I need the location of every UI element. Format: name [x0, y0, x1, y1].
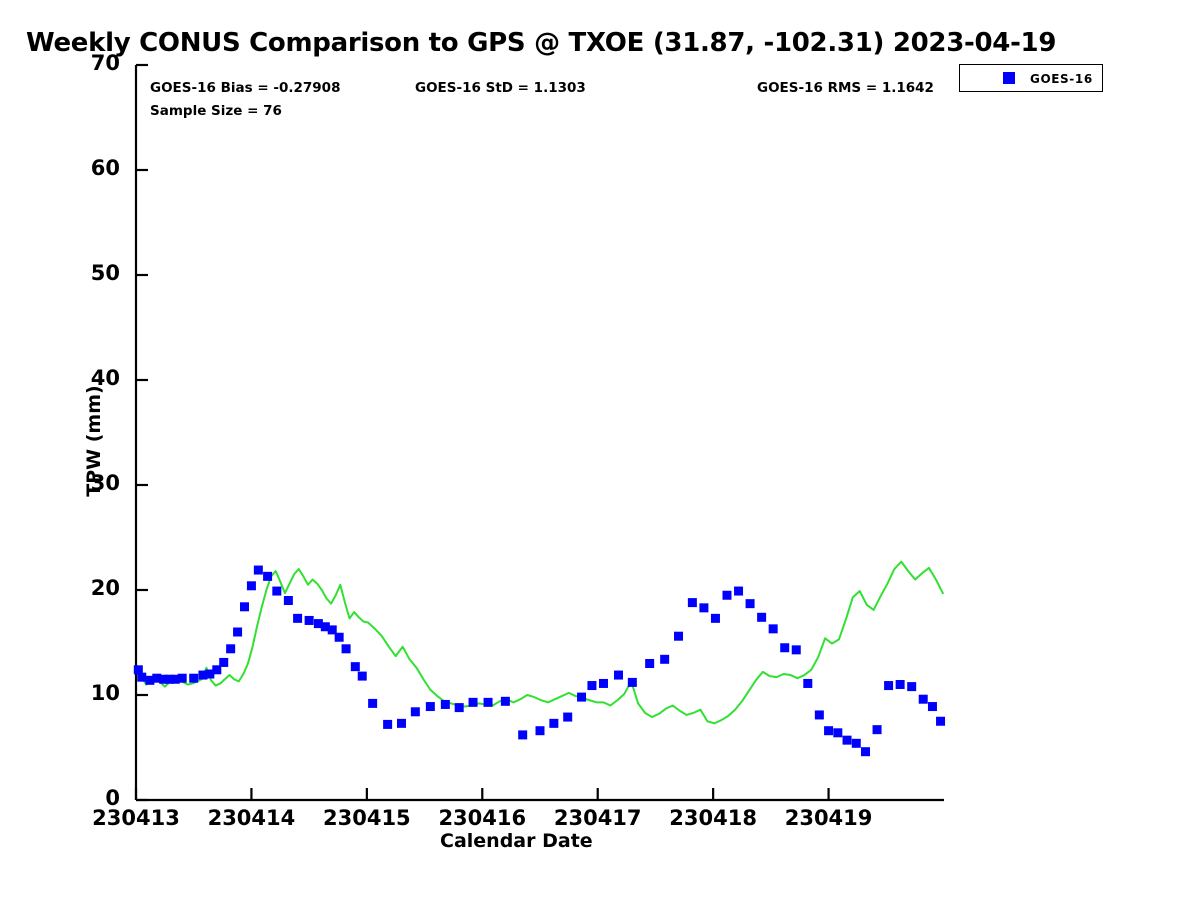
x-tick-label: 230413 [92, 806, 180, 830]
y-axis-ticks [136, 63, 148, 802]
x-axis-label: Calendar Date [440, 830, 593, 852]
y-tick-label: 60 [90, 156, 120, 180]
axis-lines [134, 65, 944, 802]
y-tick-label: 0 [105, 786, 120, 810]
stat-rms: GOES-16 RMS = 1.1642 [757, 80, 934, 96]
x-tick-label: 230416 [438, 806, 527, 830]
y-tick-label: 10 [90, 681, 120, 705]
y-tick-label: 70 [90, 51, 120, 75]
gps-line-series [136, 560, 944, 725]
x-tick-label: 230415 [323, 806, 411, 830]
y-tick-label: 20 [90, 576, 120, 600]
stat-sample-size: Sample Size = 76 [150, 103, 282, 119]
stat-std: GOES-16 StD = 1.1303 [415, 80, 586, 96]
x-axis-ticks [134, 788, 830, 800]
y-tick-label: 50 [90, 261, 120, 285]
page-title: Weekly CONUS Comparison to GPS @ TXOE (3… [26, 28, 1057, 58]
x-tick-label: 230417 [553, 806, 642, 830]
goes16-scatter-series [133, 565, 946, 757]
y-tick-label: 40 [90, 366, 120, 390]
legend-label: GOES-16 [1030, 72, 1093, 86]
legend-box [959, 64, 1103, 92]
stat-bias: GOES-16 Bias = -0.27908 [150, 80, 341, 96]
y-tick-label: 30 [90, 471, 120, 495]
legend-marker-icon [1003, 72, 1015, 84]
x-tick-label: 230414 [207, 806, 296, 830]
x-tick-label: 230418 [669, 806, 757, 830]
x-tick-label: 230419 [784, 806, 873, 830]
